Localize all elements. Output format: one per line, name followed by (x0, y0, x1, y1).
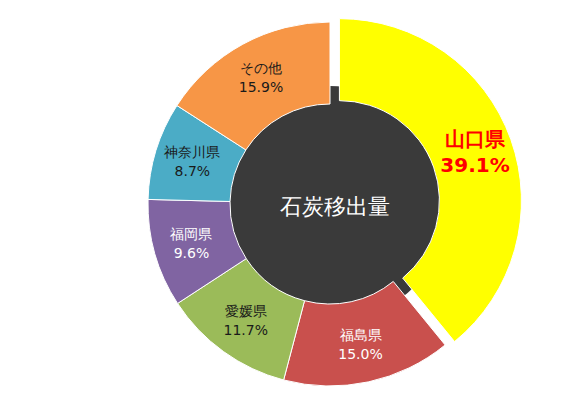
svg-text:15.0%: 15.0% (338, 346, 382, 362)
svg-text:愛媛県: 愛媛県 (225, 303, 267, 319)
svg-text:11.7%: 11.7% (223, 322, 267, 338)
svg-text:9.6%: 9.6% (174, 245, 210, 261)
svg-text:山口県: 山口県 (445, 127, 506, 151)
svg-text:8.7%: 8.7% (175, 163, 211, 179)
svg-text:福島県: 福島県 (340, 327, 382, 343)
svg-text:その他: その他 (240, 60, 282, 76)
svg-text:福岡県: 福岡県 (170, 226, 212, 242)
svg-text:39.1%: 39.1% (440, 153, 509, 177)
svg-text:石炭移出量: 石炭移出量 (280, 194, 390, 219)
svg-text:神奈川県: 神奈川県 (164, 144, 220, 160)
svg-text:15.9%: 15.9% (239, 79, 283, 95)
